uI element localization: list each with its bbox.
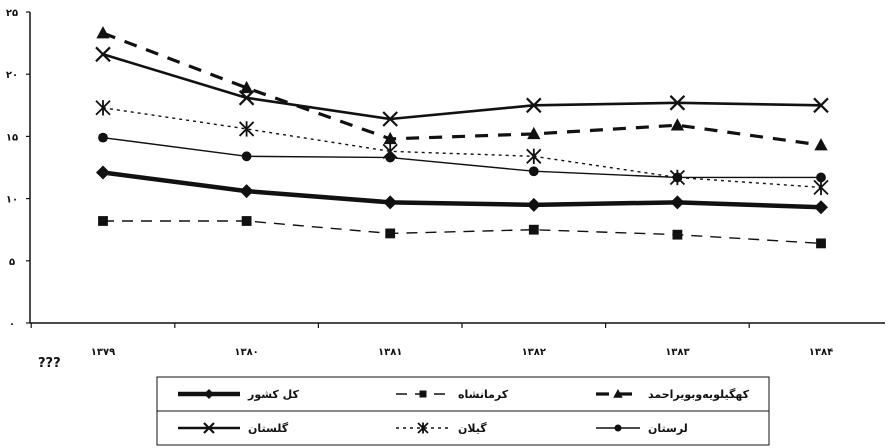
data-point	[527, 126, 541, 140]
data-point	[417, 422, 429, 434]
data-point	[96, 165, 110, 180]
data-point	[238, 121, 255, 137]
legend-label: لرستان	[648, 422, 688, 435]
series-line	[103, 220, 822, 245]
legend-label: گلستان	[248, 422, 289, 435]
data-point	[96, 26, 110, 39]
data-point	[816, 238, 826, 249]
data-point	[528, 224, 539, 235]
x-tick-label: ۱۳۸۳	[665, 347, 689, 358]
y-tick-label: ۰	[9, 319, 15, 330]
x-ticks: ۱۳۷۹ ۱۳۸۰ ۱۳۸۱ ۱۳۸۲ ۱۳۸۳ ۱۳۸۴	[30, 323, 833, 358]
data-point	[95, 46, 111, 63]
data-point	[670, 118, 685, 131]
data-point	[814, 200, 828, 215]
data-point	[613, 389, 623, 398]
y-tick-label: ۲۰	[6, 70, 18, 81]
x-tick-label: ۱۳۷۹	[91, 347, 115, 358]
series-2	[95, 46, 829, 127]
data-point	[383, 131, 397, 145]
series-5	[96, 165, 828, 215]
legend-label: کهگیلویه‌وبویراحمد	[648, 388, 750, 401]
series-line	[102, 136, 821, 179]
series-layer	[95, 26, 829, 249]
data-point	[203, 422, 215, 434]
data-point	[239, 80, 254, 94]
legend-label: کل کشور	[247, 388, 299, 401]
data-point	[526, 148, 542, 165]
data-point	[614, 424, 622, 432]
series-line	[102, 170, 822, 210]
y-tick-label: ۱۵	[6, 132, 18, 143]
x-tick-label: ۱۳۸۴	[809, 347, 833, 358]
data-point	[241, 151, 252, 162]
data-point	[98, 132, 108, 143]
data-point	[385, 152, 396, 163]
data-point	[98, 216, 108, 226]
data-point	[813, 97, 829, 114]
data-point	[385, 228, 396, 239]
data-point	[204, 389, 214, 399]
series-3	[95, 100, 829, 196]
data-point	[528, 166, 539, 177]
chart-note: ???	[38, 356, 61, 371]
series-1	[96, 26, 828, 151]
data-point	[670, 195, 685, 210]
data-point	[672, 172, 683, 183]
x-tick-label: ۱۳۸۰	[234, 347, 258, 358]
data-point	[382, 111, 398, 127]
series-4	[98, 132, 826, 183]
y-tick-label: ۵	[9, 257, 15, 268]
data-point	[672, 229, 683, 240]
x-tick-label: ۱۳۸۱	[378, 347, 402, 358]
series-6	[98, 216, 826, 249]
x-tick-label: ۱۳۸۲	[522, 347, 546, 358]
data-point	[669, 95, 686, 111]
series-line	[102, 31, 822, 147]
data-point	[238, 90, 255, 106]
series-line	[102, 107, 822, 189]
data-point	[95, 100, 111, 116]
data-point	[239, 184, 254, 199]
axes	[29, 12, 885, 324]
data-point	[526, 197, 541, 212]
data-point	[383, 195, 398, 210]
legend: کهگیلویه‌وبویراحمد کرمانشاه کل کشور لرستان گ…	[156, 376, 770, 446]
y-tick-label: ۲۵	[6, 8, 18, 19]
data-point	[814, 138, 828, 151]
data-point	[419, 390, 427, 398]
data-point	[526, 97, 542, 114]
data-point	[816, 172, 826, 183]
data-point	[241, 216, 252, 226]
legend-label: گیلان	[458, 422, 487, 435]
y-ticks: ۰ ۵ ۱۰ ۱۵ ۲۰ ۲۵	[6, 8, 30, 330]
series-line	[102, 53, 822, 121]
y-tick-label: ۱۰	[6, 195, 18, 206]
legend-label: کرمانشاه	[458, 388, 509, 401]
